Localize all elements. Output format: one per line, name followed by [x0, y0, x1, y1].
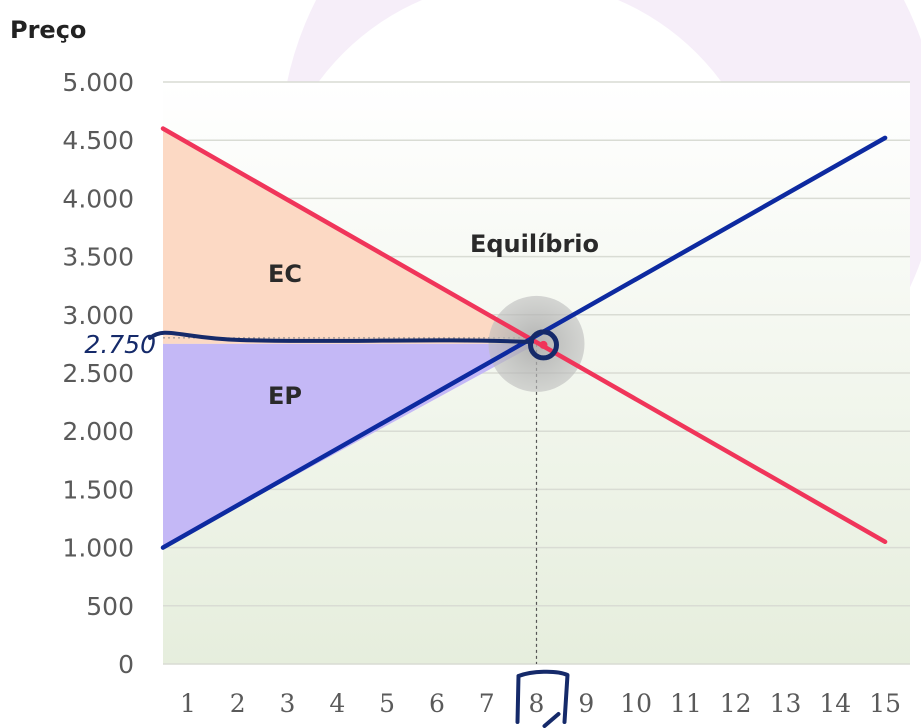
x-tick-label: 2 [230, 689, 246, 718]
producer-surplus-area [163, 343, 537, 548]
x-tick-label: 1 [180, 689, 196, 718]
equilibrium-point [528, 329, 559, 361]
x-tick-label: 15 [869, 689, 901, 718]
y-tick-label: 1.000 [62, 534, 134, 563]
producer-surplus-label: EP [268, 382, 302, 410]
x-tick-label: 8 [529, 689, 545, 718]
consumer-surplus-label: EC [268, 260, 302, 288]
x-tick-label: 4 [329, 689, 345, 718]
x-tick-label: 12 [720, 689, 752, 718]
y-tick-label: 0 [118, 650, 134, 679]
y-tick-label: 500 [86, 592, 134, 621]
x-tick-label: 14 [819, 689, 851, 718]
x-tick-label: 6 [429, 689, 445, 718]
y-tick-label: 4.500 [62, 126, 134, 155]
handwritten-price-annotation: 2.750 [84, 330, 156, 359]
equilibrium-point-center [539, 340, 548, 349]
x-tick-label: 3 [280, 689, 296, 718]
x-axis-ticks: 1 2 3 4 5 6 7 8 9 10 11 12 13 14 15 [180, 689, 901, 718]
y-tick-label: 3.500 [62, 243, 134, 272]
x-tick-label: 11 [670, 689, 702, 718]
x-tick-label: 5 [379, 689, 395, 718]
y-tick-label: 4.000 [62, 184, 134, 213]
handwritten-price-line [148, 330, 534, 344]
y-tick-label: 5.000 [62, 68, 134, 97]
handwritten-tick-highlight [515, 669, 570, 728]
x-tick-label: 10 [620, 689, 652, 718]
x-tick-label: 7 [479, 689, 495, 718]
y-tick-label: 2.500 [62, 359, 134, 388]
y-tick-label: 1.500 [62, 475, 134, 504]
x-tick-label: 13 [770, 689, 802, 718]
series-line-demand [160, 126, 888, 545]
y-axis-ticks: 0 500 1.000 1.500 2.000 2.500 3.000 3.500 4.000 4… [62, 68, 134, 679]
x-tick-label: 9 [578, 689, 594, 718]
y-tick-label: 3.000 [62, 301, 134, 330]
y-axis-label: Preço [10, 16, 86, 44]
y-tick-label: 2.000 [62, 417, 134, 446]
equilibrium-label: Equilíbrio [470, 230, 599, 258]
